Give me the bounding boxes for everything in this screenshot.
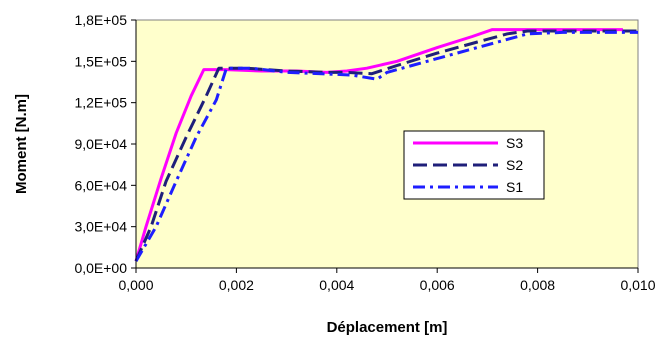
series-layer [134, 28, 638, 262]
y-tick-label: 9,0E+04 [74, 136, 127, 152]
series-line-s2 [134, 29, 638, 262]
legend-label-s3: S3 [506, 135, 523, 151]
x-axis-title: Déplacement [m] [327, 319, 448, 336]
series-line-s3 [134, 28, 623, 262]
y-tick-label: 1,8E+05 [74, 12, 127, 28]
series-line-s1 [134, 30, 638, 262]
x-tick-label: 0,006 [420, 277, 455, 293]
y-tick-label: 1,5E+05 [74, 53, 127, 69]
plot-area [135, 19, 639, 269]
x-tick-label: 0,000 [118, 277, 153, 293]
legend-label-s2: S2 [506, 157, 523, 173]
x-tick-label: 0,004 [319, 277, 354, 293]
y-tick-label: 6,0E+04 [74, 177, 127, 193]
y-tick-label: 0,0E+00 [74, 260, 127, 276]
x-tick-label: 0,010 [620, 277, 655, 293]
y-tick-label: 3,0E+04 [74, 219, 127, 235]
y-axis-title: Moment [N.m] [13, 94, 30, 194]
x-tick-label: 0,008 [520, 277, 555, 293]
y-axis-ticks: 0,0E+00 3,0E+04 6,0E+04 9,0E+04 1,2E+05 1,5E+… [74, 12, 136, 276]
x-axis-ticks: 0,000 0,002 0,004 0,006 0,008 0,010 [118, 268, 656, 293]
legend-label-s1: S1 [506, 179, 523, 195]
legend: S3 S2 S1 [403, 130, 545, 200]
y-tick-label: 1,2E+05 [74, 95, 127, 111]
x-tick-label: 0,002 [219, 277, 254, 293]
